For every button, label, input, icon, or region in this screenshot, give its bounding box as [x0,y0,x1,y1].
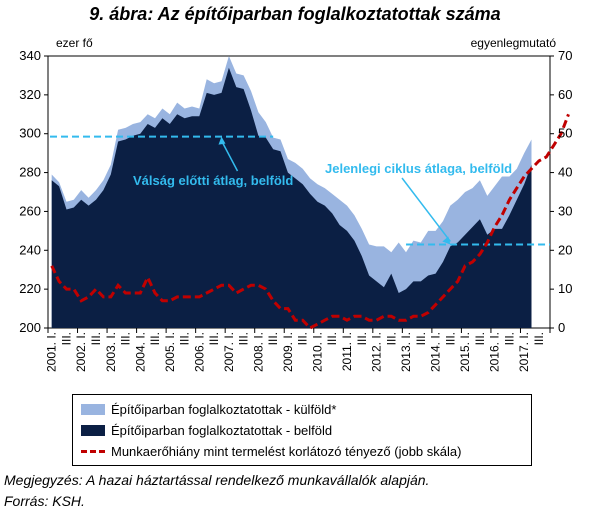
x-quarter-label: III. [414,332,428,345]
x-quarter-label: III. [178,332,192,345]
y-right-tick-label: 10 [558,281,572,296]
left-axis-unit: ezer fő [56,36,93,50]
legend-item-kulfold: Építőiparban foglalkoztatottak - külföld… [81,399,523,420]
x-quarter-label: III. [325,332,339,345]
x-year-label: 2015. I. [458,332,472,372]
notes: Megjegyzés: A hazai háztartással rendelk… [4,470,429,512]
x-quarter-label: III. [207,332,221,345]
x-year-label: 2009. I. [281,332,295,372]
x-year-label: 2010. I. [310,332,324,372]
x-quarter-label: III. [59,332,73,345]
y-left-tick-label: 220 [19,281,41,296]
y-left-tick-label: 320 [19,87,41,102]
x-year-label: 2001. I. [45,332,59,372]
legend: Építőiparban foglalkoztatottak - külföld… [72,394,532,466]
x-year-label: 2005. I. [163,332,177,372]
annotation-current-cycle: Jelenlegi ciklus átlaga, belföld [325,161,512,176]
annotation-arrow-current [401,177,451,242]
x-year-label: 2002. I. [74,332,88,372]
x-year-label: 2004. I. [133,332,147,372]
x-quarter-label: III. [532,332,546,345]
x-quarter-label: III. [502,332,516,345]
y-left-tick-label: 240 [19,242,41,257]
y-right-tick-label: 20 [558,242,572,257]
legend-label-munkaero: Munkaerőhiány mint termelést korlátozó t… [111,444,462,459]
x-year-label: 2011. I. [340,332,354,371]
chart-title: 9. ábra: Az építőiparban foglalkoztatott… [89,4,501,24]
y-right-tick-label: 30 [558,203,572,218]
annotation-pre-crisis: Válság előtti átlag, belföld [133,173,293,188]
annotation-arrowhead-pre-crisis [218,136,226,145]
y-left-tick-label: 200 [19,320,41,335]
annotation-arrowhead-current [442,236,451,245]
legend-label-kulfold: Építőiparban foglalkoztatottak - külföld… [111,402,337,417]
x-year-label: 2012. I. [370,332,384,372]
annotation-arrow-pre-crisis [220,140,239,172]
x-quarter-label: III. [148,332,162,345]
y-right-tick-label: 60 [558,87,572,102]
x-year-label: 2013. I. [399,332,413,372]
x-year-label: 2017. I. [517,332,531,372]
chart-canvas: Válság előtti átlag, belföld Jelenlegi ci… [19,48,572,372]
legend-swatch-kulfold [81,404,105,415]
series-belfold-area [51,67,532,328]
y-right-tick-label: 40 [558,165,572,180]
x-quarter-label: III. [296,332,310,345]
x-quarter-label: III. [443,332,457,345]
x-year-label: 2003. I. [104,332,118,372]
x-year-label: 2006. I. [192,332,206,372]
x-quarter-label: III. [119,332,133,345]
x-year-label: 2007. I. [222,332,236,372]
x-quarter-label: III. [266,332,280,345]
x-year-label: 2014. I. [429,332,443,372]
note-text: Megjegyzés: A hazai háztartással rendelk… [4,472,430,488]
x-quarter-label: III. [237,332,251,345]
legend-item-munkaero: Munkaerőhiány mint termelést korlátozó t… [81,441,523,462]
y-right-tick-label: 0 [558,320,565,335]
x-quarter-label: III. [89,332,103,345]
x-year-label: 2008. I. [251,332,265,372]
y-left-tick-label: 300 [19,126,41,141]
right-axis-unit: egyenlegmutató [470,36,556,50]
y-left-tick-label: 340 [19,48,41,63]
y-left-tick-label: 260 [19,203,41,218]
series-munkaero-line [50,113,570,330]
y-left-tick-label: 280 [19,165,41,180]
legend-label-belfold: Építőiparban foglalkoztatottak - belföld [111,423,333,438]
legend-item-belfold: Építőiparban foglalkoztatottak - belföld [81,420,523,441]
y-right-tick-label: 70 [558,48,572,63]
x-quarter-label: III. [355,332,369,345]
y-right-tick-label: 50 [558,126,572,141]
x-quarter-label: III. [384,332,398,345]
x-quarter-label: III. [473,332,487,345]
legend-swatch-munkaero [81,450,105,453]
legend-swatch-belfold [81,425,105,436]
x-year-label: 2016. I. [488,332,502,372]
source-text: Forrás: KSH. [4,493,85,509]
